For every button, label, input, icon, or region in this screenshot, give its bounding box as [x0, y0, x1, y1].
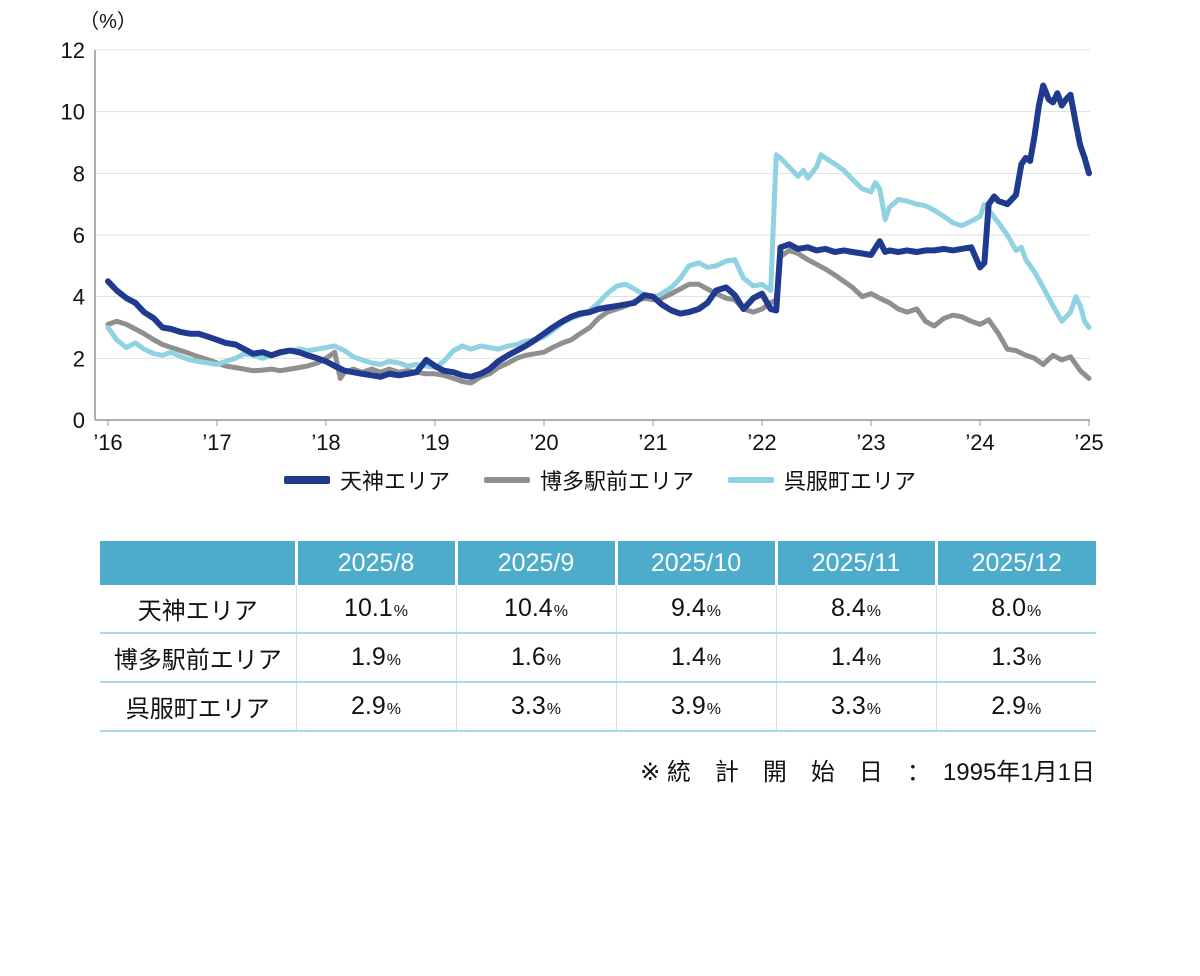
value-cell: 10.4%	[456, 585, 617, 634]
svg-text:8: 8	[73, 161, 85, 186]
percent-sign: %	[546, 701, 561, 718]
percent-sign: %	[386, 701, 401, 718]
percent-sign: %	[393, 603, 408, 620]
svg-text:’23: ’23	[856, 430, 885, 455]
legend-item-tenjin: 天神エリア	[283, 464, 450, 496]
value-cell: 8.4%	[776, 585, 937, 634]
value-cell: 3.3%	[456, 682, 617, 732]
svg-text:’20: ’20	[529, 430, 558, 455]
statistics-start-date-note: ※ 統 計 開 始 日 ： 1995年1月1日	[640, 759, 1095, 786]
legend-label-gofukumachi: 呉服町エリア	[784, 469, 917, 494]
value-cell: 8.0%	[936, 585, 1096, 634]
legend-line-gofukumachi-icon	[728, 477, 774, 483]
value-cell: 1.6%	[456, 633, 617, 683]
svg-text:’18: ’18	[311, 430, 340, 455]
table-corner-cell	[100, 541, 298, 585]
percent-sign: %	[553, 603, 568, 620]
legend-line-tenjin-icon	[283, 476, 330, 484]
table-row-gofukumachi: 呉服町エリア 2.9% 3.3% 3.9% 3.3% 2.9%	[100, 682, 1096, 732]
legend-item-hakataekimae: 博多駅前エリア	[483, 464, 694, 496]
legend-line-hakataekimae-icon	[483, 477, 530, 483]
table-row-tenjin: 天神エリア 10.1% 10.4% 9.4% 8.4% 8.0%	[100, 585, 1096, 634]
col-header-2025-9: 2025/9	[456, 541, 618, 585]
legend-label-tenjin: 天神エリア	[339, 469, 450, 494]
percent-sign: %	[866, 603, 881, 620]
percent-sign: %	[546, 652, 561, 669]
value-cell: 1.9%	[296, 633, 457, 683]
row-label-gofukumachi: 呉服町エリア	[100, 682, 297, 732]
svg-text:4: 4	[73, 285, 85, 310]
col-header-2025-11: 2025/11	[776, 541, 938, 585]
percent-sign: %	[706, 603, 721, 620]
table-header-row: 2025/8 2025/9 2025/10 2025/11 2025/12	[100, 541, 1096, 585]
percent-sign: %	[1027, 652, 1042, 669]
value-cell: 2.9%	[296, 682, 457, 732]
value-cell: 3.3%	[776, 682, 937, 732]
percent-sign: %	[1027, 701, 1042, 718]
percent-sign: %	[1027, 603, 1042, 620]
svg-text:’24: ’24	[965, 430, 994, 455]
vacancy-rate-chart: 0 2 4 6 8 10 12 ’16 ’17 ’18 ’19 ’20 ’21 ’22 ’23 ’24 ’25 （…	[61, 10, 1104, 455]
svg-text:’16: ’16	[93, 430, 122, 455]
svg-text:（%）: （%）	[79, 10, 137, 33]
percent-sign: %	[866, 652, 881, 669]
chart-legend: 天神エリア 博多駅前エリア 呉服町エリア	[0, 460, 1200, 500]
svg-text:’19: ’19	[420, 430, 449, 455]
svg-text:2: 2	[73, 346, 85, 371]
value-cell: 1.4%	[776, 633, 937, 683]
value-cell: 1.3%	[936, 633, 1096, 683]
row-label-hakataekimae: 博多駅前エリア	[100, 633, 297, 683]
value-cell: 2.9%	[936, 682, 1096, 732]
svg-text:’25: ’25	[1074, 430, 1103, 455]
svg-text:’17: ’17	[202, 430, 231, 455]
percent-sign: %	[706, 701, 721, 718]
svg-text:’22: ’22	[747, 430, 776, 455]
svg-text:10: 10	[61, 100, 85, 125]
value-cell: 9.4%	[616, 585, 777, 634]
percent-sign: %	[866, 701, 881, 718]
legend-label-hakataekimae: 博多駅前エリア	[539, 469, 694, 494]
svg-text:0: 0	[73, 408, 85, 433]
table-row-hakataekimae: 博多駅前エリア 1.9% 1.6% 1.4% 1.4% 1.3%	[100, 633, 1096, 683]
svg-text:12: 12	[61, 38, 85, 63]
value-cell: 10.1%	[296, 585, 457, 634]
svg-text:6: 6	[73, 223, 85, 248]
monthly-vacancy-table-wrap: 2025/8 2025/9 2025/10 2025/11 2025/12 天神…	[100, 541, 1096, 732]
monthly-vacancy-table: 2025/8 2025/9 2025/10 2025/11 2025/12 天神…	[100, 541, 1096, 732]
value-cell: 3.9%	[616, 682, 777, 732]
percent-sign: %	[706, 652, 721, 669]
legend-item-gofukumachi: 呉服町エリア	[728, 464, 916, 496]
row-label-tenjin: 天神エリア	[100, 585, 297, 634]
value-cell: 1.4%	[616, 633, 777, 683]
percent-sign: %	[386, 652, 401, 669]
col-header-2025-12: 2025/12	[936, 541, 1096, 585]
svg-text:’21: ’21	[638, 430, 667, 455]
col-header-2025-8: 2025/8	[296, 541, 458, 585]
col-header-2025-10: 2025/10	[616, 541, 778, 585]
